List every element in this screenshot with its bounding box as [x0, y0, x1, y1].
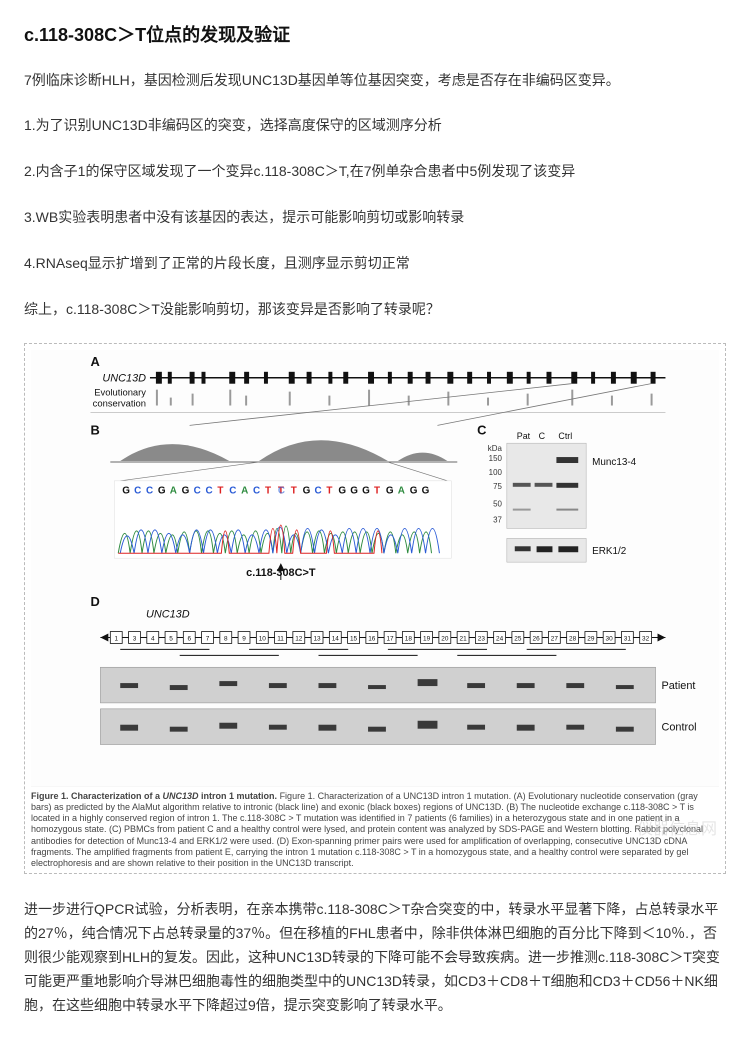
svg-text:G: G [122, 486, 130, 497]
figure-1: A UNC13D Evolutionary conservation [24, 343, 726, 874]
svg-text:16: 16 [368, 636, 376, 643]
svg-text:29: 29 [587, 636, 595, 643]
svg-text:24: 24 [496, 636, 504, 643]
point-3: 3.WB实验表明患者中没有该基因的表达，提示可能影响剪切或影响转录 [24, 206, 726, 230]
panel-a-label: A [90, 354, 99, 369]
svg-text:A: A [241, 486, 248, 497]
svg-text:31: 31 [624, 636, 632, 643]
svg-text:T: T [291, 486, 297, 497]
svg-text:150: 150 [489, 454, 503, 463]
svg-text:23: 23 [478, 636, 486, 643]
intro-text: 7例临床诊断HLH，基因检测后发现UNC13D基因单等位基因突变，考虑是否存在非… [24, 69, 726, 93]
panel-b-locus: c.118-308C>T [246, 567, 316, 579]
svg-text:18: 18 [405, 636, 413, 643]
svg-text:8: 8 [224, 636, 228, 643]
svg-text:10: 10 [259, 636, 267, 643]
svg-text:12: 12 [295, 636, 303, 643]
svg-text:C: C [146, 486, 153, 497]
svg-text:G: G [338, 486, 346, 497]
panel-a-cons1: Evolutionary [94, 387, 146, 398]
summary-text: 综上，c.118-308C＞T没能影响剪切，那该变异是否影响了转录呢？ [24, 298, 726, 322]
svg-text:13: 13 [313, 636, 321, 643]
panel-a-gene: UNC13D [102, 373, 146, 385]
svg-text:C: C [278, 486, 285, 497]
svg-text:9: 9 [242, 636, 246, 643]
panel-d-gene: UNC13D [146, 609, 190, 621]
svg-text:3: 3 [133, 636, 137, 643]
panel-a-cons2: conservation [93, 398, 146, 409]
point-4: 4.RNAseq显示扩增到了正常的片段长度，且测序显示剪切正常 [24, 252, 726, 276]
svg-text:11: 11 [277, 636, 284, 643]
svg-text:4: 4 [151, 636, 155, 643]
svg-text:G: G [422, 486, 430, 497]
svg-text:19: 19 [423, 636, 431, 643]
point-1: 1.为了识别UNC13D非编码区的突变，选择高度保守的区域测序分析 [24, 114, 726, 138]
svg-text:C: C [253, 486, 260, 497]
svg-text:26: 26 [533, 636, 541, 643]
svg-text:G: G [386, 486, 394, 497]
point-2: 2.内含子1的保守区域发现了一个变异c.118-308C＞T,在7例单杂合患者中… [24, 160, 726, 184]
figure-1-caption: Figure 1. Characterization of a UNC13D i… [31, 791, 719, 870]
svg-text:G: G [410, 486, 418, 497]
panel-d-row-patient: Patient [661, 680, 695, 692]
svg-text:T: T [326, 486, 332, 497]
svg-text:Pat: Pat [517, 432, 531, 442]
svg-text:1: 1 [114, 636, 118, 643]
svg-text:100: 100 [489, 468, 503, 477]
svg-text:A: A [398, 486, 405, 497]
panel-d-row-control: Control [661, 722, 696, 734]
figure-1-svg: A UNC13D Evolutionary conservation [31, 350, 719, 786]
svg-text:T: T [265, 486, 271, 497]
svg-text:28: 28 [569, 636, 577, 643]
panel-d-label: D [90, 594, 99, 609]
svg-text:5: 5 [169, 636, 173, 643]
svg-text:27: 27 [551, 636, 559, 643]
svg-text:14: 14 [332, 636, 340, 643]
svg-text:G: G [350, 486, 358, 497]
svg-text:15: 15 [350, 636, 358, 643]
svg-text:T: T [374, 486, 380, 497]
svg-text:7: 7 [206, 636, 210, 643]
svg-text:C: C [315, 486, 322, 497]
svg-text:30: 30 [606, 636, 614, 643]
svg-text:Ctrl: Ctrl [558, 432, 572, 442]
svg-text:G: G [158, 486, 166, 497]
svg-text:21: 21 [460, 636, 468, 643]
svg-text:20: 20 [441, 636, 449, 643]
svg-text:25: 25 [514, 636, 522, 643]
svg-text:50: 50 [493, 500, 502, 509]
svg-text:G: G [362, 486, 370, 497]
svg-text:A: A [170, 486, 177, 497]
panel-c-band-1: Munc13-4 [592, 457, 637, 468]
svg-text:C: C [539, 432, 546, 442]
svg-text:kDa: kDa [488, 444, 503, 453]
svg-text:G: G [182, 486, 190, 497]
svg-text:32: 32 [642, 636, 650, 643]
svg-text:37: 37 [493, 516, 502, 525]
svg-text:75: 75 [493, 482, 502, 491]
svg-text:6: 6 [187, 636, 191, 643]
panel-b-label: B [90, 423, 99, 438]
page-title: c.118-308C＞T位点的发现及验证 [24, 20, 726, 51]
conclusion-text: 进一步进行QPCR试验，分析表明，在亲本携带c.118-308C＞T杂合突变的中… [24, 898, 726, 1017]
svg-text:C: C [205, 486, 212, 497]
svg-text:C: C [229, 486, 236, 497]
panel-c-band-2: ERK1/2 [592, 547, 627, 558]
svg-text:C: C [194, 486, 201, 497]
svg-text:T: T [217, 486, 223, 497]
svg-text:17: 17 [386, 636, 394, 643]
svg-text:C: C [134, 486, 141, 497]
svg-text:G: G [303, 486, 311, 497]
panel-c-label: C [477, 423, 486, 438]
